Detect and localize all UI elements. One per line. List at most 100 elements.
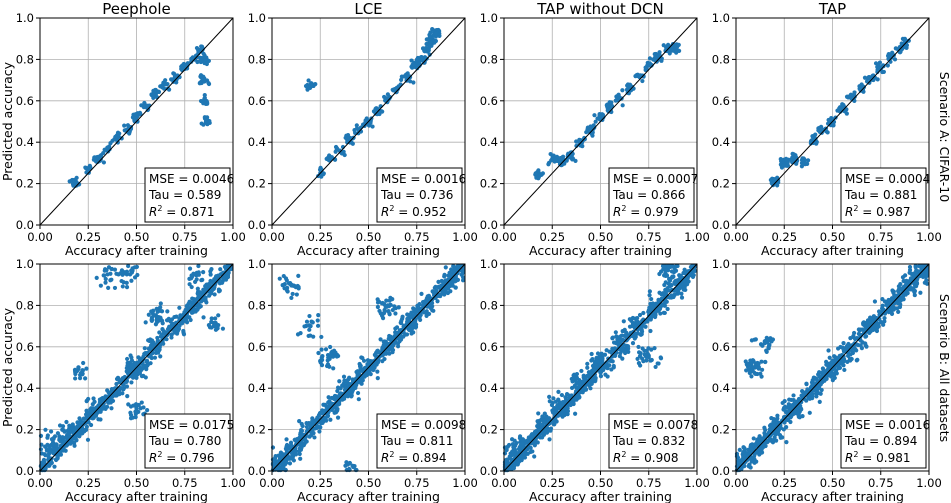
- data-point: [45, 442, 50, 447]
- data-point: [322, 402, 328, 407]
- data-point: [540, 435, 545, 440]
- data-point: [91, 396, 96, 401]
- data-point: [627, 82, 632, 88]
- data-point: [355, 390, 361, 396]
- data-point: [784, 157, 789, 162]
- data-point: [436, 279, 441, 284]
- x-tick-label: 0.00: [259, 230, 285, 244]
- tau-value: Tau = 0.736: [380, 188, 453, 202]
- data-point: [214, 274, 219, 279]
- x-tick-label: 0.75: [868, 230, 894, 244]
- data-point: [105, 388, 110, 393]
- data-point: [275, 459, 280, 465]
- data-point: [550, 410, 556, 415]
- data-point: [784, 440, 789, 445]
- data-point: [649, 296, 654, 302]
- data-point: [129, 278, 134, 283]
- data-point: [398, 320, 403, 325]
- data-point: [889, 311, 895, 316]
- data-point: [149, 309, 154, 314]
- data-point: [594, 355, 599, 360]
- data-point: [844, 111, 849, 116]
- x-tick-label: 0.75: [636, 476, 662, 490]
- data-point: [607, 363, 612, 368]
- data-point: [74, 437, 79, 442]
- y-tick-label: 0.8: [16, 52, 34, 66]
- data-point: [329, 402, 334, 407]
- y-tick-label: 1.0: [16, 257, 34, 271]
- data-point: [167, 87, 172, 92]
- data-point: [304, 439, 309, 444]
- x-tick-label: 0.00: [491, 476, 517, 490]
- data-point: [51, 436, 56, 441]
- data-point: [602, 352, 608, 357]
- data-point: [573, 411, 578, 416]
- data-point: [161, 341, 166, 346]
- x-axis-label: Accuracy after training: [297, 489, 440, 503]
- data-point: [42, 465, 47, 470]
- data-point: [55, 431, 61, 436]
- data-point: [639, 329, 645, 334]
- data-point: [817, 399, 822, 404]
- y-tick-label: 0.4: [480, 381, 498, 395]
- data-point: [598, 374, 604, 379]
- stats-box: [144, 167, 231, 223]
- data-point: [290, 291, 295, 297]
- data-point: [335, 415, 341, 420]
- stats-box: [376, 167, 463, 223]
- data-point: [114, 381, 119, 387]
- data-point: [552, 420, 557, 425]
- data-point: [84, 408, 89, 413]
- r2-number: 0.796: [180, 451, 214, 465]
- data-point: [579, 368, 584, 374]
- data-point: [101, 160, 106, 165]
- data-point: [352, 130, 358, 136]
- data-point: [620, 348, 626, 353]
- data-point: [335, 385, 341, 390]
- data-point: [503, 457, 509, 463]
- data-point: [142, 346, 147, 351]
- data-point: [422, 310, 427, 315]
- data-point: [97, 154, 103, 159]
- data-point: [564, 158, 569, 163]
- row-label-scenario-b: Scenario B: All datasets: [937, 294, 951, 442]
- data-point: [414, 307, 419, 312]
- data-point: [160, 327, 165, 332]
- data-point: [290, 283, 295, 288]
- y-tick-label: 0.0: [248, 218, 266, 232]
- data-point: [801, 156, 806, 161]
- subplot-5: 0.00 0.25 0.50 0.75 1.000.00.20.40.60.81.0Ac…: [0, 257, 246, 503]
- data-point: [861, 322, 866, 327]
- data-point: [371, 367, 376, 373]
- data-point: [906, 38, 911, 43]
- data-point: [319, 347, 324, 352]
- data-point: [380, 300, 385, 306]
- x-tick-label: 1.00: [916, 230, 942, 244]
- data-point: [442, 272, 447, 277]
- data-point: [621, 319, 626, 324]
- data-point: [647, 56, 653, 61]
- data-point: [207, 293, 212, 298]
- data-point: [521, 437, 526, 443]
- data-point: [79, 431, 84, 436]
- mse-value: MSE = 0.0098: [381, 418, 466, 432]
- data-point: [817, 129, 822, 135]
- data-point: [510, 449, 515, 454]
- data-point: [613, 330, 618, 335]
- tau-value: Tau = 0.589: [148, 188, 221, 202]
- y-tick-label: 0.6: [16, 94, 34, 108]
- subplot-6: 0.00 0.25 0.50 0.75 1.000.00.20.40.60.81.0Ac…: [248, 257, 478, 503]
- mse-value: MSE = 0.0046: [149, 172, 234, 186]
- data-point: [316, 350, 321, 356]
- x-tick-label: 0.50: [820, 230, 846, 244]
- data-point: [172, 329, 177, 334]
- data-point: [335, 388, 340, 394]
- data-point: [829, 359, 835, 365]
- subplot-8: 0.00 0.25 0.50 0.75 1.000.00.20.40.60.81.0Ac…: [712, 257, 942, 503]
- data-point: [918, 290, 923, 295]
- data-point: [752, 337, 757, 342]
- y-tick-label: 1.0: [480, 257, 498, 271]
- r2-number: 0.952: [412, 205, 446, 219]
- y-tick-label: 0.2: [16, 177, 34, 191]
- data-point: [208, 272, 213, 277]
